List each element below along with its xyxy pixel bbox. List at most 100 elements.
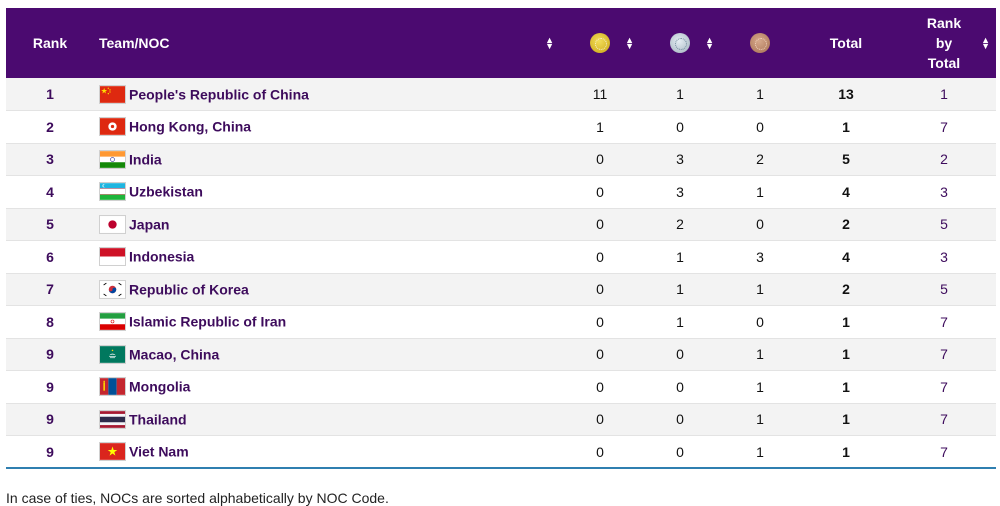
team-link[interactable]: Japan [129, 216, 170, 233]
thailand-flag-icon [99, 409, 126, 429]
row-total: 4 [842, 248, 850, 265]
team-link[interactable]: People's Republic of China [129, 86, 309, 102]
row-silver: 0 [676, 411, 684, 428]
row-rank-by-total: 7 [940, 313, 948, 330]
row-silver: 0 [676, 443, 684, 460]
table-row: 5 Japan 0 2 0 2 5 [6, 208, 996, 241]
header-gold[interactable]: ▲ ▼ [560, 8, 640, 78]
team-link[interactable]: Hong Kong, China [129, 118, 252, 135]
macao-flag-icon [99, 344, 126, 364]
table-row: 9 Thailand 0 0 1 1 7 [6, 403, 996, 436]
table-row: 3 India 0 3 2 5 2 [6, 143, 996, 176]
header-total-label: Total [829, 35, 863, 51]
row-total: 1 [842, 411, 850, 428]
row-gold: 0 [596, 411, 604, 428]
row-rank: 9 [46, 443, 54, 460]
table-row: 8 Islamic Republic of Iran 0 1 0 1 7 [6, 305, 996, 339]
team-link[interactable]: Uzbekistan [129, 183, 203, 200]
row-gold: 0 [596, 151, 604, 168]
team-link[interactable]: Islamic Republic of Iran [129, 313, 287, 330]
row-rank-by-total: 7 [940, 346, 948, 363]
row-team: Indonesia [94, 241, 560, 274]
viet-nam-flag-icon [99, 442, 126, 461]
row-bronze: 0 [756, 118, 764, 135]
header-rbt-line3: Total [927, 55, 961, 71]
row-total: 1 [842, 443, 850, 460]
row-rank-by-total: 3 [940, 248, 948, 265]
header-bronze[interactable] [720, 8, 800, 78]
header-rbt-line2: by [935, 35, 953, 51]
header-rbt-line1: Rank [926, 15, 962, 31]
tie-footnote: In case of ties, NOCs are sorted alphabe… [6, 490, 389, 506]
sort-arrows-icon[interactable]: ▲ ▼ [705, 35, 714, 51]
row-gold: 0 [596, 216, 604, 233]
row-team: Islamic Republic of Iran [94, 306, 560, 339]
china-flag-icon [99, 84, 126, 104]
header-team[interactable]: Team/NOC ▲ ▼ [94, 8, 560, 78]
table-header-row: Rank Team/NOC ▲ ▼ ▲ ▼ ▲ ▼ Total [6, 8, 996, 78]
row-silver: 0 [676, 118, 684, 135]
row-team: Japan [94, 208, 560, 241]
row-rank: 2 [46, 118, 54, 135]
row-bronze: 0 [756, 216, 764, 233]
row-rank: 5 [46, 216, 54, 233]
row-team: Macao, China [94, 338, 560, 371]
team-link[interactable]: Mongolia [129, 378, 191, 395]
team-link[interactable]: Viet Nam [129, 443, 189, 460]
row-rank: 8 [46, 313, 54, 330]
team-link[interactable]: Republic of Korea [129, 281, 249, 298]
row-team: Mongolia [94, 371, 560, 404]
row-team: Hong Kong, China [94, 111, 560, 144]
row-bronze: 2 [756, 151, 764, 168]
row-rank-by-total: 7 [940, 118, 948, 135]
row-silver: 1 [676, 86, 684, 102]
row-rank-by-total: 7 [940, 443, 948, 460]
row-team: People's Republic of China [94, 78, 560, 111]
row-rank-by-total: 3 [940, 183, 948, 200]
table-row: 2 Hong Kong, China 1 0 0 1 7 [6, 110, 996, 144]
row-gold: 0 [596, 183, 604, 200]
sort-arrows-icon[interactable]: ▲ ▼ [981, 35, 990, 51]
row-rank: 4 [46, 183, 54, 200]
row-total: 2 [842, 281, 850, 298]
row-rank-by-total: 1 [940, 86, 948, 102]
row-total: 2 [842, 216, 850, 233]
medal-table: Rank Team/NOC ▲ ▼ ▲ ▼ ▲ ▼ Total [6, 8, 996, 469]
sort-arrows-icon[interactable]: ▲ ▼ [625, 35, 634, 51]
header-rank-by-total[interactable]: Rank by Total ▲ ▼ [892, 8, 996, 78]
row-rank-by-total: 2 [940, 151, 948, 168]
team-link[interactable]: Indonesia [129, 248, 195, 265]
row-total: 1 [842, 118, 850, 135]
row-bronze: 1 [756, 443, 764, 460]
row-rank: 9 [46, 411, 54, 428]
row-silver: 3 [676, 183, 684, 200]
row-total: 5 [842, 151, 850, 168]
row-total: 4 [842, 183, 850, 200]
row-bronze: 1 [756, 411, 764, 428]
row-gold: 1 [596, 118, 604, 135]
sort-arrows-icon[interactable]: ▲ ▼ [545, 35, 554, 51]
header-team-label: Team/NOC [99, 35, 170, 51]
row-bronze: 1 [756, 346, 764, 363]
team-link[interactable]: India [129, 151, 162, 168]
team-link[interactable]: Macao, China [129, 346, 220, 363]
row-team: Thailand [94, 403, 560, 436]
row-rank: 6 [46, 248, 54, 265]
row-silver: 1 [676, 313, 684, 330]
team-link[interactable]: Thailand [129, 411, 187, 428]
row-team: Uzbekistan [94, 176, 560, 209]
header-total[interactable]: Total [800, 8, 892, 78]
indonesia-flag-icon [99, 247, 126, 267]
header-rank[interactable]: Rank [6, 8, 94, 78]
header-rank-label: Rank [32, 35, 68, 51]
row-gold: 0 [596, 281, 604, 298]
row-rank-by-total: 5 [940, 216, 948, 233]
row-bronze: 1 [756, 183, 764, 200]
japan-flag-icon [99, 214, 126, 234]
table-row: 1 People's Republic of China 11 1 1 13 1 [6, 78, 996, 111]
table-row: 9 Mongolia 0 0 1 1 7 [6, 370, 996, 404]
table-body: 1 People's Republic of China 1 1 1 1 1 3 1 2 Hong … [6, 78, 996, 468]
row-total: 1 [842, 313, 850, 330]
header-silver[interactable]: ▲ ▼ [640, 8, 720, 78]
row-gold: 0 [596, 313, 604, 330]
